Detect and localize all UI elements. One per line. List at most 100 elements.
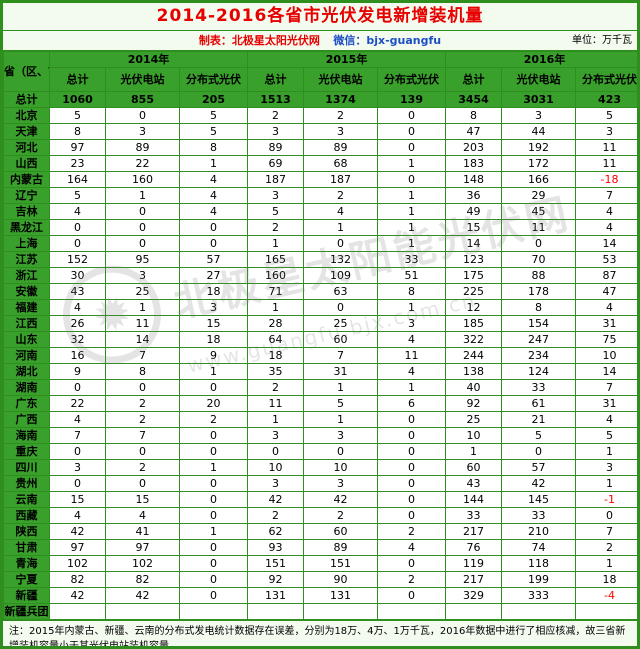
value-cell: 8 xyxy=(49,123,106,140)
province-cell: 湖北 xyxy=(3,363,50,380)
value-cell: 0 xyxy=(105,475,180,492)
value-cell: 0 xyxy=(377,123,447,140)
value-cell: 1 xyxy=(247,411,305,428)
table-row: 广东 22 2 20 11 5 6 92 61 31 xyxy=(3,395,637,412)
value-cell: 15 xyxy=(105,491,180,508)
table-row: 江西 26 11 15 28 25 3 185 154 31 xyxy=(3,315,637,332)
wechat-label: 微信：bjx-guangfu xyxy=(333,34,442,47)
value-cell: 1 xyxy=(178,363,249,380)
value-cell: 47 xyxy=(445,123,503,140)
value-cell: 95 xyxy=(105,251,180,268)
province-cell: 吉林 xyxy=(3,203,50,220)
province-cell: 福建 xyxy=(3,299,50,316)
value-cell: 14 xyxy=(575,235,637,252)
value-cell: 7 xyxy=(575,187,637,204)
col-header-distributed-2014: 分布式光伏 xyxy=(178,67,249,92)
table-row: 福建 4 1 3 1 0 1 12 8 4 xyxy=(3,299,637,316)
value-cell: 0 xyxy=(178,475,249,492)
capacity-table: 省（区、市） 2014年 2015年 2016年 总计 光伏电站 分布式光伏 总… xyxy=(3,51,637,620)
value-cell: 3 xyxy=(247,187,305,204)
table-row: 青海 102 102 0 151 151 0 119 118 1 xyxy=(3,555,637,572)
value-cell: 0 xyxy=(377,411,447,428)
value-cell: 138 xyxy=(445,363,503,380)
value-cell: 1060 xyxy=(49,91,106,108)
row-header-province: 省（区、市） xyxy=(3,51,50,92)
province-cell: 广西 xyxy=(3,411,50,428)
province-cell: 重庆 xyxy=(3,443,50,460)
value-cell: 3 xyxy=(247,123,305,140)
value-cell: 8 xyxy=(445,107,503,124)
value-cell: 5 xyxy=(501,427,577,444)
value-cell: 3 xyxy=(49,459,106,476)
value-cell: 7 xyxy=(105,347,180,364)
value-cell: 0 xyxy=(178,539,249,556)
value-cell: 32 xyxy=(49,331,106,348)
value-cell: 44 xyxy=(501,123,577,140)
value-cell: 1 xyxy=(575,555,637,572)
value-cell: 23 xyxy=(49,155,106,172)
value-cell: 3 xyxy=(575,123,637,140)
value-cell: 11 xyxy=(575,155,637,172)
table-row: 湖北 9 8 1 35 31 4 138 124 14 xyxy=(3,363,637,380)
province-cell: 江苏 xyxy=(3,251,50,268)
table-row: 新疆 42 42 0 131 131 0 329 333 -4 xyxy=(3,587,637,604)
value-cell: 210 xyxy=(501,523,577,540)
value-cell: 45 xyxy=(501,203,577,220)
value-cell: 322 xyxy=(445,331,503,348)
value-cell: 2 xyxy=(105,395,180,412)
value-cell: 2 xyxy=(575,539,637,556)
value-cell: 0 xyxy=(377,507,447,524)
value-cell: 2 xyxy=(105,459,180,476)
province-cell: 海南 xyxy=(3,427,50,444)
value-cell: 144 xyxy=(445,491,503,508)
value-cell: 2 xyxy=(178,411,249,428)
value-cell: 90 xyxy=(303,571,379,588)
value-cell: 5 xyxy=(49,187,106,204)
value-cell: 4 xyxy=(575,299,637,316)
value-cell: 97 xyxy=(49,539,106,556)
value-cell: 8 xyxy=(377,283,447,300)
value-cell: 0 xyxy=(178,427,249,444)
value-cell: 102 xyxy=(49,555,106,572)
value-cell: 7 xyxy=(575,379,637,396)
province-cell: 浙江 xyxy=(3,267,50,284)
value-cell: 9 xyxy=(178,347,249,364)
value-cell: 160 xyxy=(105,171,180,188)
value-cell: 62 xyxy=(247,523,305,540)
value-cell: 30 xyxy=(49,267,106,284)
value-cell: 42 xyxy=(49,523,106,540)
value-cell: 10 xyxy=(445,427,503,444)
value-cell: 1 xyxy=(377,379,447,396)
province-cell: 内蒙古 xyxy=(3,171,50,188)
value-cell: 4 xyxy=(377,363,447,380)
value-cell: 8 xyxy=(501,299,577,316)
value-cell: 1 xyxy=(178,459,249,476)
value-cell: 178 xyxy=(501,283,577,300)
value-cell xyxy=(247,603,305,620)
value-cell: 4 xyxy=(575,411,637,428)
value-cell: 2 xyxy=(377,571,447,588)
value-cell: 60 xyxy=(445,459,503,476)
value-cell: 87 xyxy=(575,267,637,284)
value-cell: 1 xyxy=(377,155,447,172)
value-cell: 244 xyxy=(445,347,503,364)
province-cell: 上海 xyxy=(3,235,50,252)
value-cell: 14 xyxy=(575,363,637,380)
province-cell: 湖南 xyxy=(3,379,50,396)
value-cell: 4 xyxy=(178,171,249,188)
value-cell: 97 xyxy=(49,139,106,156)
value-cell: 1 xyxy=(575,475,637,492)
table-row: 湖南 0 0 0 2 1 1 40 33 7 xyxy=(3,379,637,396)
province-cell: 河北 xyxy=(3,139,50,156)
value-cell: 0 xyxy=(377,555,447,572)
province-cell: 北京 xyxy=(3,107,50,124)
value-cell: 33 xyxy=(501,379,577,396)
table-row: 河北 97 89 8 89 89 0 203 192 11 xyxy=(3,139,637,156)
value-cell: 18 xyxy=(575,571,637,588)
value-cell: 0 xyxy=(303,299,379,316)
value-cell: 102 xyxy=(105,555,180,572)
value-cell: 8 xyxy=(105,363,180,380)
value-cell: 15 xyxy=(178,315,249,332)
value-cell: 0 xyxy=(178,571,249,588)
value-cell: 1374 xyxy=(303,91,379,108)
